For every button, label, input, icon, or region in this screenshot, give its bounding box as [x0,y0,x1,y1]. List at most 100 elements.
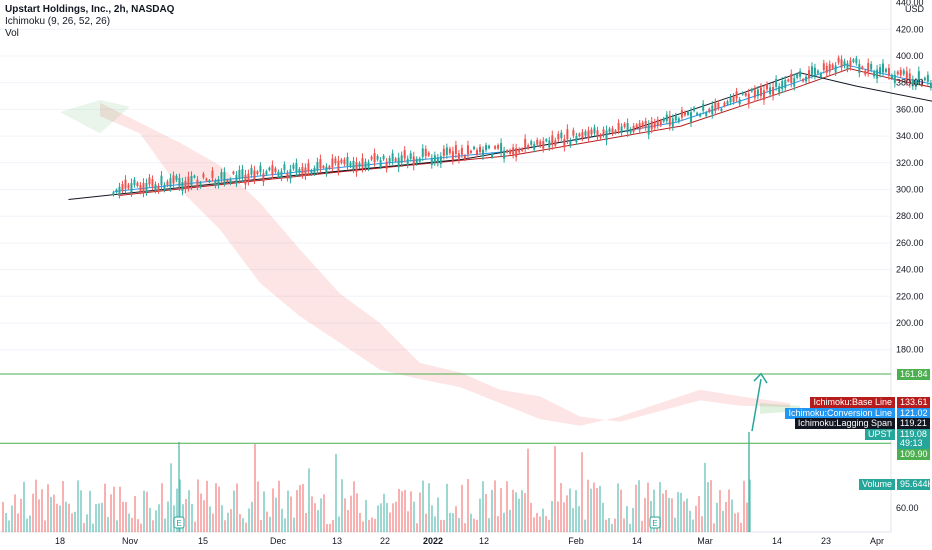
candle [340,159,343,163]
candle [409,153,412,159]
volume-bar [662,493,664,532]
volume-bar [371,517,373,532]
volume-bar [509,509,511,532]
volume-bar [674,517,676,532]
volume-bar [194,521,196,532]
candle [298,168,301,173]
candle [551,135,554,146]
volume-bar [209,506,211,532]
volume-bar [164,518,166,532]
candle [808,70,811,79]
volume-bar [257,481,259,532]
candle [781,81,784,90]
volume-bar [293,517,295,532]
candle [190,176,193,186]
candle [867,63,870,73]
volume-bar [119,486,121,532]
candle [620,126,623,133]
candle [169,178,172,188]
candle [653,121,656,128]
candle [388,157,391,163]
volume-bar [440,519,442,532]
volume-bar [716,502,718,532]
volume-bar [65,501,67,532]
candle [527,144,530,149]
volume-bar [74,511,76,532]
volume-bar [59,505,61,532]
candle [430,157,433,166]
volume-bar [296,490,298,532]
volume-bar [452,513,454,532]
volume-bar [731,499,733,532]
volume-bar [233,490,235,532]
candle [271,165,274,175]
candle [846,63,849,70]
volume-bar [404,489,406,532]
volume-bar [35,479,37,532]
volume-bar [137,519,139,532]
volume-bar [212,513,214,532]
volume-bar [356,493,358,532]
candle [343,159,346,165]
volume-bar [227,512,229,532]
candle [391,153,394,162]
candle [253,170,256,180]
volume-bar [251,501,253,532]
candle [220,172,223,179]
candle [840,59,843,68]
candle [659,120,662,126]
volume-bar [143,490,145,532]
candle [899,69,902,76]
volume-bar [149,507,151,532]
volume-bar [77,480,79,532]
candle [896,71,899,75]
volume-bar [191,504,193,532]
candle [424,148,427,157]
cloud-band [100,102,790,426]
candle [793,78,796,87]
volume-bar [629,523,631,532]
volume-bar [260,520,262,532]
candle [259,165,262,173]
candle [858,63,861,73]
candle [163,184,166,190]
candle [385,161,388,169]
volume-bar [242,518,244,532]
volume-bar [623,518,625,532]
volume-bar [665,490,667,532]
candle [232,171,235,174]
candle [196,179,199,187]
level-lines[interactable] [0,373,891,444]
volume-bar [362,521,364,532]
volume-bar [503,512,505,532]
volume-bar [347,510,349,532]
cloud-band-green [60,100,130,134]
volume-bar [632,507,634,532]
candle [638,123,641,130]
candle [151,179,154,187]
volume-bar [203,500,205,532]
candle [521,148,524,151]
volume-bar [428,483,430,532]
volume-bar [410,491,412,532]
volume-bar [617,483,619,532]
candle [238,170,241,180]
candle [926,74,929,82]
volume-bar [563,502,565,532]
candle [136,182,139,187]
candle [304,167,307,176]
candle [790,73,793,83]
candle [412,156,415,166]
volume-bar [491,489,493,532]
candle [247,173,250,182]
candle [831,64,834,69]
volume-bar [392,503,394,532]
candle [819,73,822,78]
volume-bar [698,495,700,532]
volume-bar [47,484,49,532]
volume-bar [476,519,478,532]
volume-bar [383,493,385,532]
volume-bar [581,452,583,532]
volume-bar [539,516,541,532]
